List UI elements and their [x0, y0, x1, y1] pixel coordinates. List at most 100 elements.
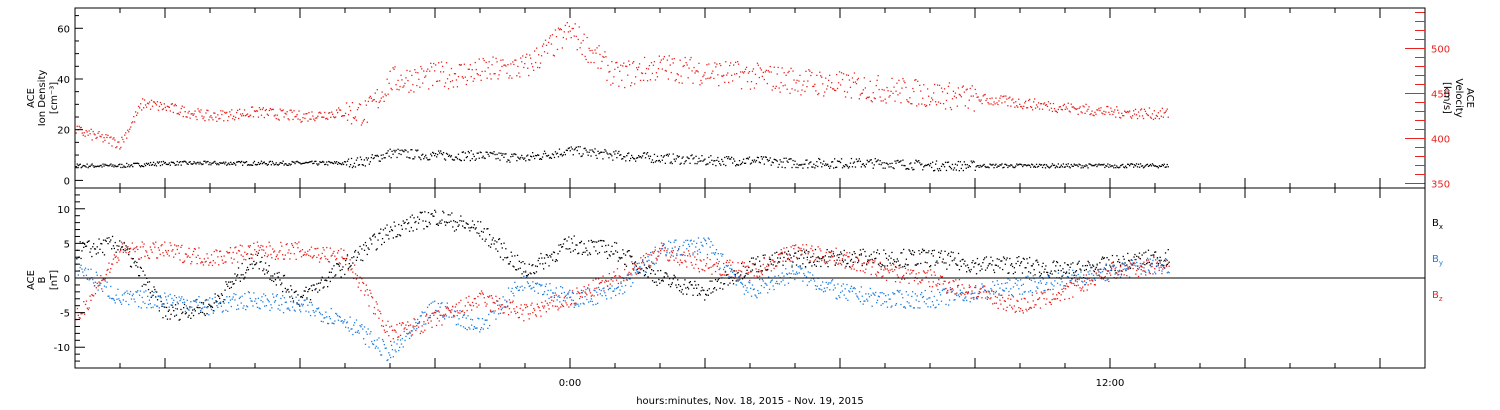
plasma-point	[621, 158, 623, 160]
plasma-point	[1154, 165, 1156, 167]
b-point	[1036, 286, 1038, 288]
plasma-point	[1100, 107, 1102, 109]
plasma-point	[172, 111, 174, 114]
b-point	[237, 274, 239, 276]
b-point	[364, 290, 367, 292]
plasma-point	[854, 81, 857, 83]
b-point	[246, 269, 248, 271]
b-point	[660, 248, 663, 250]
plasma-point	[664, 162, 666, 164]
b-point	[960, 292, 962, 294]
b-point	[183, 298, 185, 301]
b-point	[849, 291, 851, 293]
b-point	[891, 305, 893, 307]
plasma-point	[774, 159, 776, 161]
b-point	[770, 280, 772, 282]
plasma-point	[523, 66, 525, 69]
plasma-point	[527, 67, 529, 69]
plasma-point	[895, 162, 897, 164]
b-point	[190, 263, 192, 265]
b-point	[845, 297, 847, 300]
b-point	[741, 282, 743, 284]
plasma-point	[978, 99, 980, 101]
plasma-point	[226, 111, 228, 114]
plasma-point	[1054, 110, 1056, 112]
plasma-point	[1139, 109, 1142, 111]
b-point	[824, 255, 826, 257]
b-point	[633, 262, 636, 264]
b-point	[695, 246, 697, 248]
b-point	[245, 272, 247, 274]
plasma-point	[426, 70, 428, 72]
b-point	[369, 289, 371, 291]
plasma-point	[771, 89, 773, 91]
b-point	[96, 274, 98, 276]
b-point	[1001, 260, 1003, 262]
plasma-point	[370, 97, 372, 99]
plasma-point	[157, 162, 160, 164]
b-point	[849, 266, 851, 268]
plasma-point	[912, 169, 914, 171]
plasma-point	[350, 157, 353, 160]
b-point	[994, 264, 997, 266]
b-point	[165, 249, 167, 252]
plasma-point	[1089, 163, 1091, 165]
b-point	[1118, 258, 1120, 261]
b-point	[219, 301, 222, 303]
plasma-point	[480, 79, 482, 81]
plasma-point	[388, 82, 390, 84]
plasma-point	[386, 78, 388, 80]
b-point	[1092, 279, 1094, 281]
b-point	[995, 264, 997, 266]
b-point	[77, 314, 79, 316]
plasma-point	[1079, 164, 1081, 166]
b-point	[304, 299, 306, 301]
b-point	[667, 275, 669, 277]
plasma-point	[331, 111, 333, 113]
b-point	[102, 239, 105, 241]
plasma-point	[242, 161, 245, 163]
plasma-point	[1158, 165, 1160, 167]
plasma-point	[848, 79, 851, 81]
b-point	[786, 253, 788, 255]
b-point	[107, 295, 109, 297]
b-point	[179, 300, 181, 302]
plasma-point	[1012, 98, 1014, 100]
plasma-point	[730, 62, 732, 64]
b-point	[327, 260, 330, 263]
b-point	[288, 291, 290, 293]
plasma-point	[85, 166, 87, 168]
b-point	[682, 293, 684, 295]
b-point	[613, 253, 615, 255]
b-point	[804, 251, 806, 253]
plasma-point	[87, 134, 89, 136]
b-point	[803, 257, 805, 259]
plasma-point	[249, 114, 252, 116]
b-point	[654, 273, 656, 275]
b-point	[488, 313, 490, 316]
plasma-point	[858, 98, 860, 100]
plasma-point	[468, 152, 470, 154]
b-point	[1021, 272, 1024, 274]
plasma-point	[1076, 164, 1078, 166]
b-point	[297, 294, 299, 296]
plasma-point	[729, 64, 731, 67]
b-point	[974, 262, 976, 265]
plasma-point	[1118, 112, 1120, 114]
b-point	[1149, 264, 1151, 266]
plasma-point	[763, 78, 765, 81]
b-point	[77, 274, 79, 276]
plasma-point	[198, 110, 200, 112]
b-point	[432, 215, 434, 217]
plasma-point	[715, 165, 717, 167]
plasma-point	[283, 164, 285, 166]
plasma-point	[881, 162, 883, 164]
plasma-point	[895, 90, 897, 92]
b-point	[1161, 270, 1163, 272]
b-point	[416, 327, 418, 330]
b-point	[795, 264, 798, 266]
b-point	[1109, 265, 1111, 267]
b-point	[217, 256, 219, 258]
b-point	[222, 262, 224, 264]
b-point	[372, 343, 374, 345]
